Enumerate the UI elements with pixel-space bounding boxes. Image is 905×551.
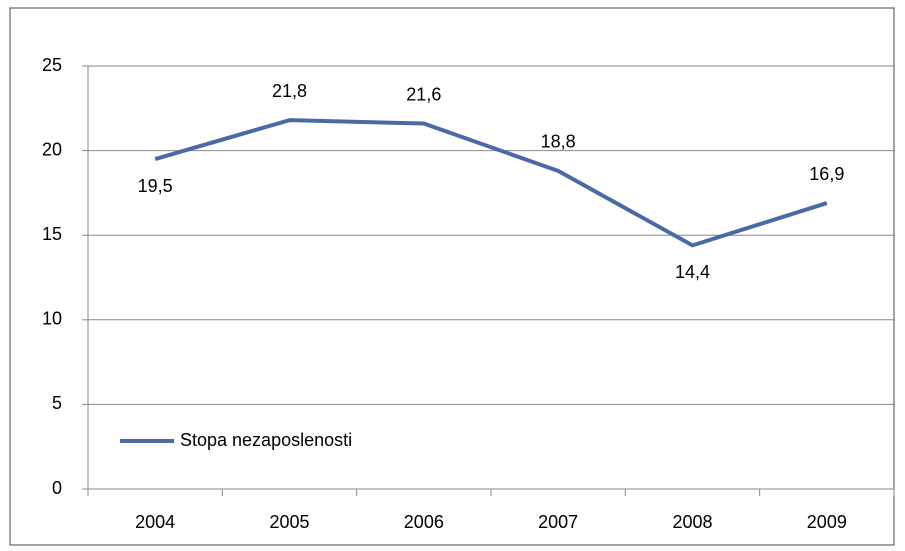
legend-label: Stopa nezaposlenosti <box>180 430 352 450</box>
chart-border <box>9 7 895 546</box>
data-label: 16,9 <box>809 164 844 184</box>
data-label: 21,8 <box>272 81 307 101</box>
y-tick-label: 15 <box>42 224 62 244</box>
data-line <box>154 118 828 248</box>
x-tick-label: 2009 <box>807 512 847 532</box>
data-label: 18,8 <box>541 132 576 152</box>
y-tick-label: 5 <box>52 393 62 413</box>
y-tick-label: 25 <box>42 55 62 75</box>
data-label: 19,5 <box>138 176 173 196</box>
data-label: 14,4 <box>675 262 710 282</box>
y-tick-label: 20 <box>42 139 62 159</box>
x-tick-label: 2006 <box>404 512 444 532</box>
y-tick-label: 0 <box>52 478 62 498</box>
x-tick-label: 2007 <box>538 512 578 532</box>
x-tick-label: 2008 <box>672 512 712 532</box>
data-label: 21,6 <box>406 84 441 104</box>
x-tick-label: 2004 <box>135 512 175 532</box>
x-tick-label: 2005 <box>269 512 309 532</box>
y-tick-label: 10 <box>42 309 62 329</box>
